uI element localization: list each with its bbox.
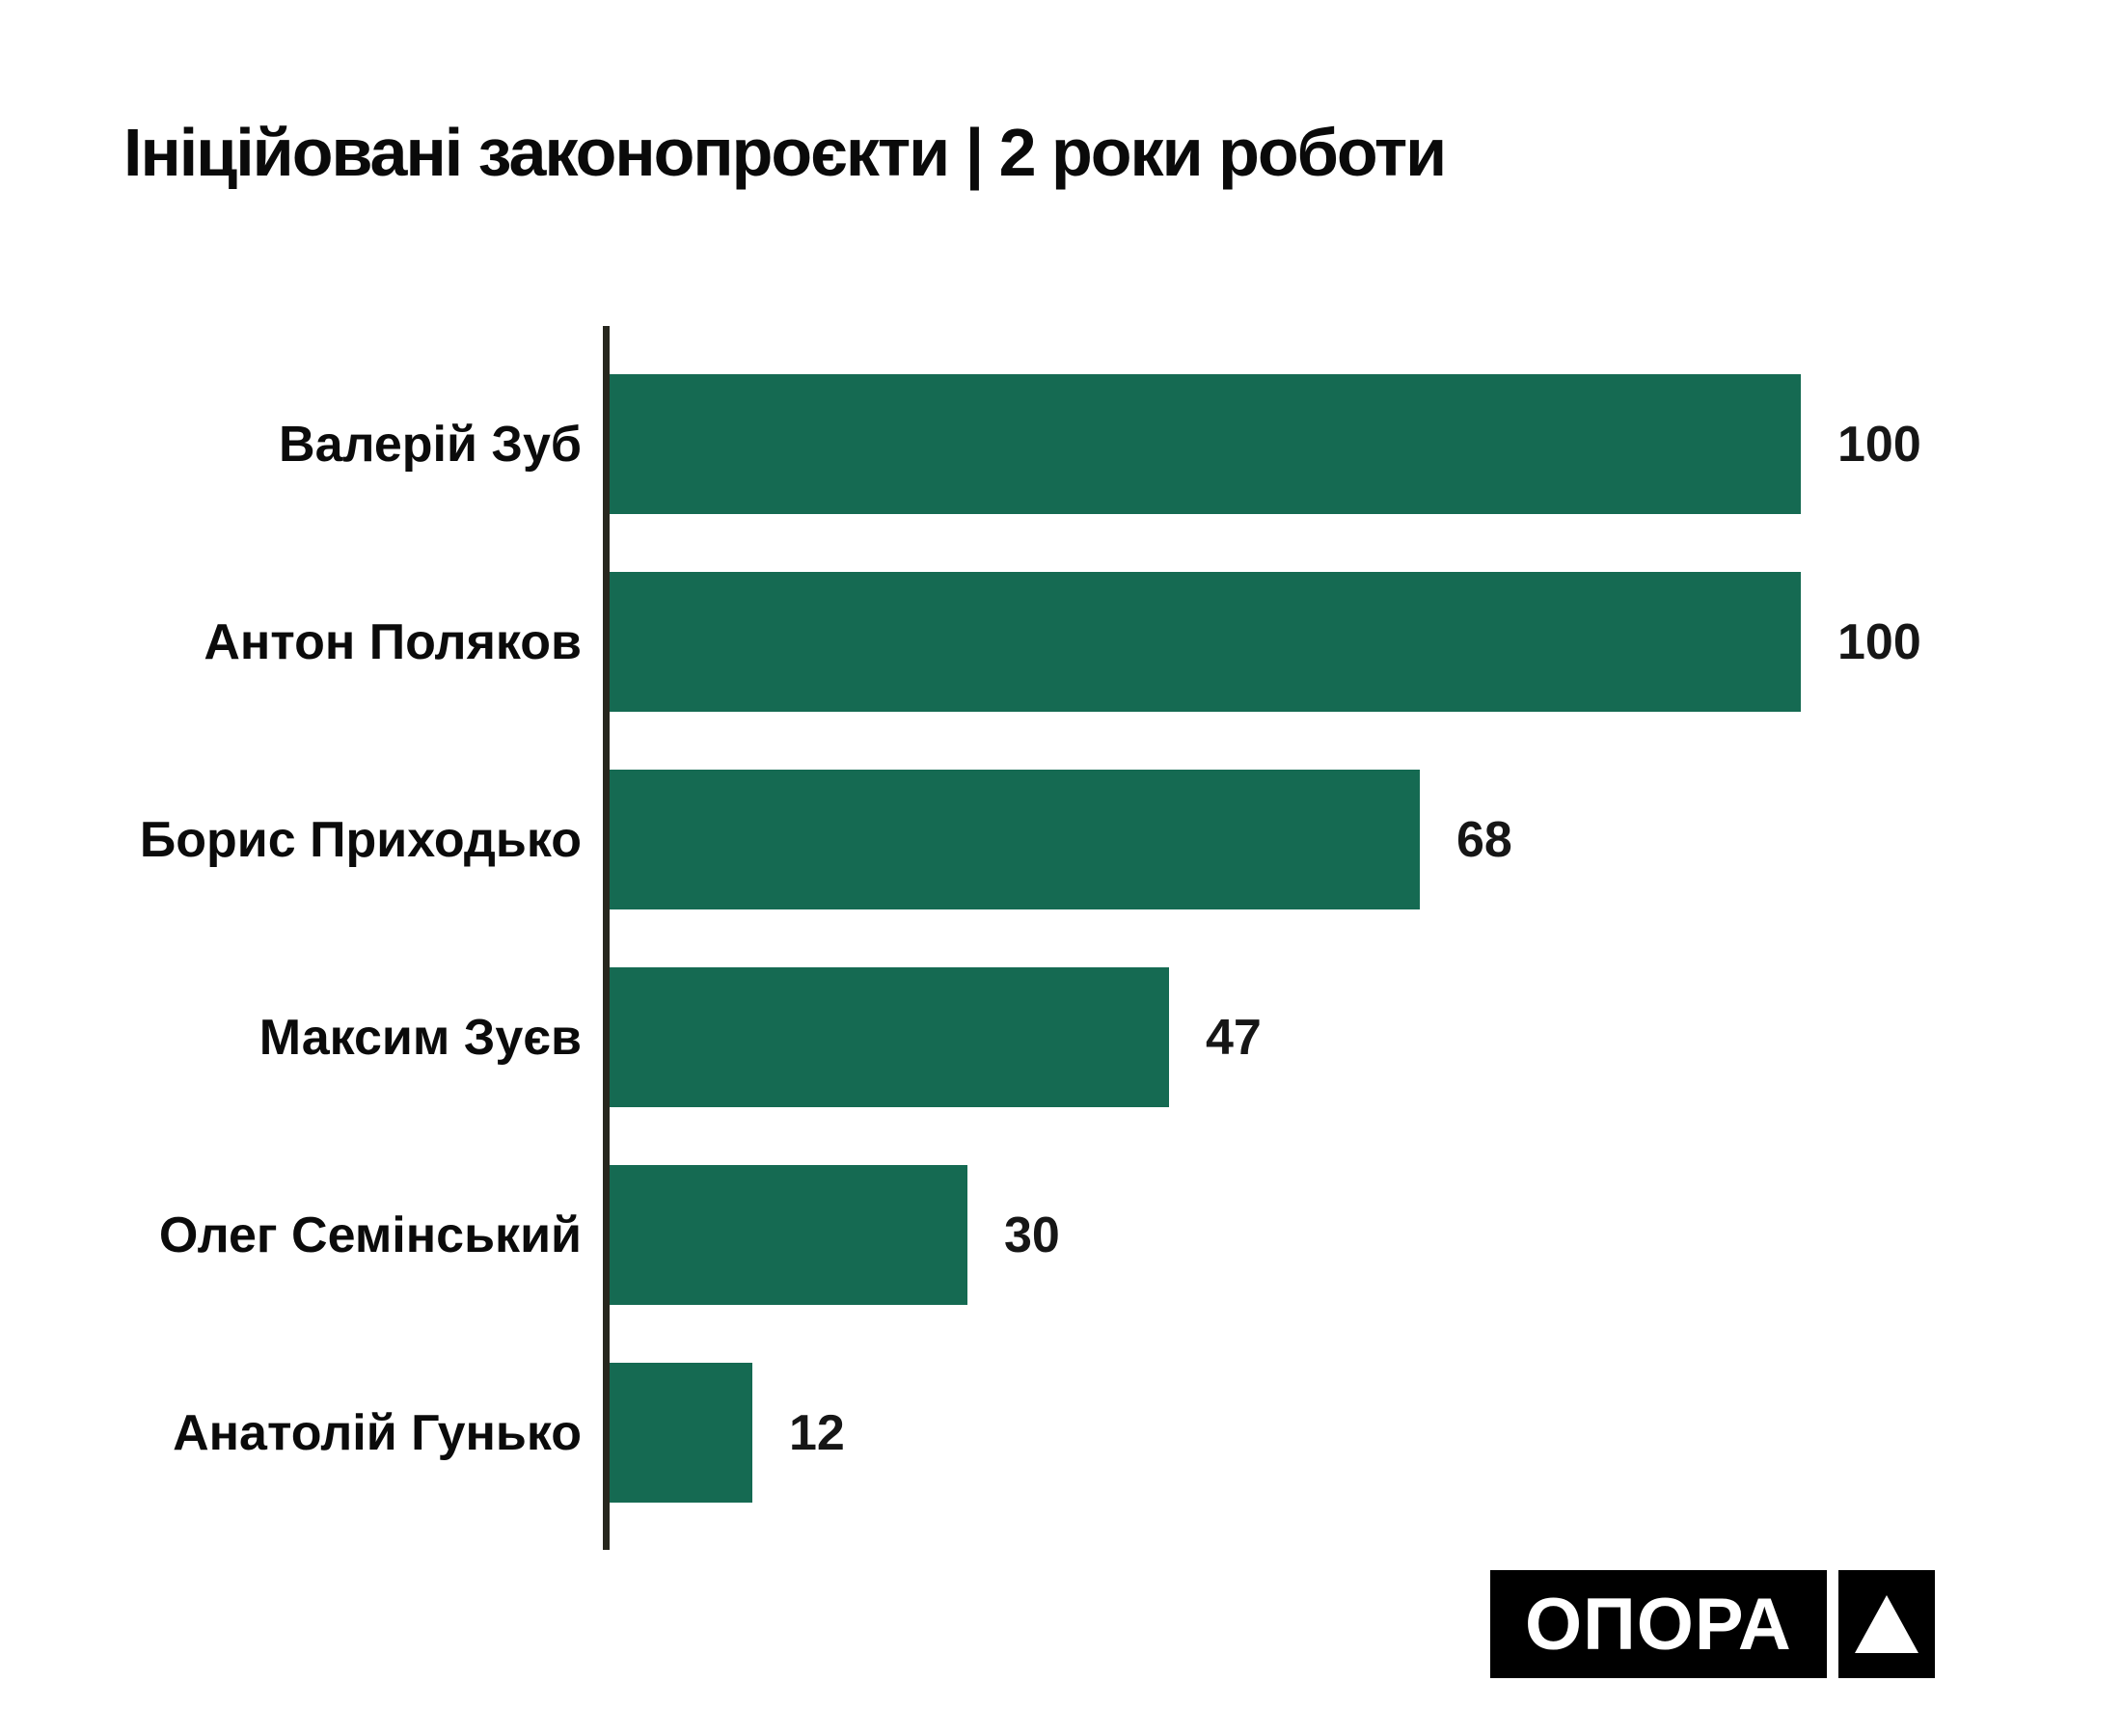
bar: [610, 770, 1420, 909]
bar: [610, 572, 1801, 712]
chart-row: Антон Поляков 100: [204, 572, 2122, 712]
category-label: Антон Поляков: [204, 613, 582, 670]
bar: [610, 374, 1801, 514]
category-label: Максим Зуєв: [258, 1009, 582, 1066]
chart-row: Анатолій Гунько 12: [173, 1363, 2122, 1503]
value-label: 30: [1004, 1207, 1060, 1263]
value-label: 100: [1837, 416, 1921, 473]
chart-row: Максим Зуєв 47: [259, 967, 2122, 1107]
category-label: Валерій Зуб: [279, 416, 582, 473]
chart-row: Олег Семінський 30: [159, 1165, 2122, 1305]
triangle-icon: [1854, 1595, 1918, 1653]
value-label: 47: [1206, 1009, 1262, 1066]
category-label: Борис Приходько: [139, 811, 582, 868]
value-label: 100: [1837, 613, 1921, 670]
opora-logo-mark-box: [1837, 1570, 1935, 1678]
opora-logo-label: ОПОРА: [1525, 1583, 1792, 1666]
chart-title: Ініційовані законопроєкти | 2 роки робот…: [123, 115, 1447, 190]
y-axis-line: [603, 326, 610, 1550]
category-label: Анатолій Гунько: [173, 1404, 582, 1461]
bar: [610, 967, 1169, 1107]
value-label: 68: [1456, 811, 1512, 868]
opora-logo-text-box: ОПОРА: [1490, 1570, 1827, 1678]
category-label: Олег Семінський: [158, 1207, 582, 1263]
chart-row: Борис Приходько 68: [140, 770, 2122, 909]
opora-logo: ОПОРА: [1490, 1570, 1935, 1678]
bar-chart: Валерій Зуб 100 Антон Поляков 100 Борис Прих…: [140, 326, 2122, 1550]
chart-row: Валерій Зуб 100: [279, 374, 2122, 514]
bar: [610, 1165, 967, 1305]
bar: [610, 1363, 752, 1503]
value-label: 12: [789, 1404, 845, 1461]
